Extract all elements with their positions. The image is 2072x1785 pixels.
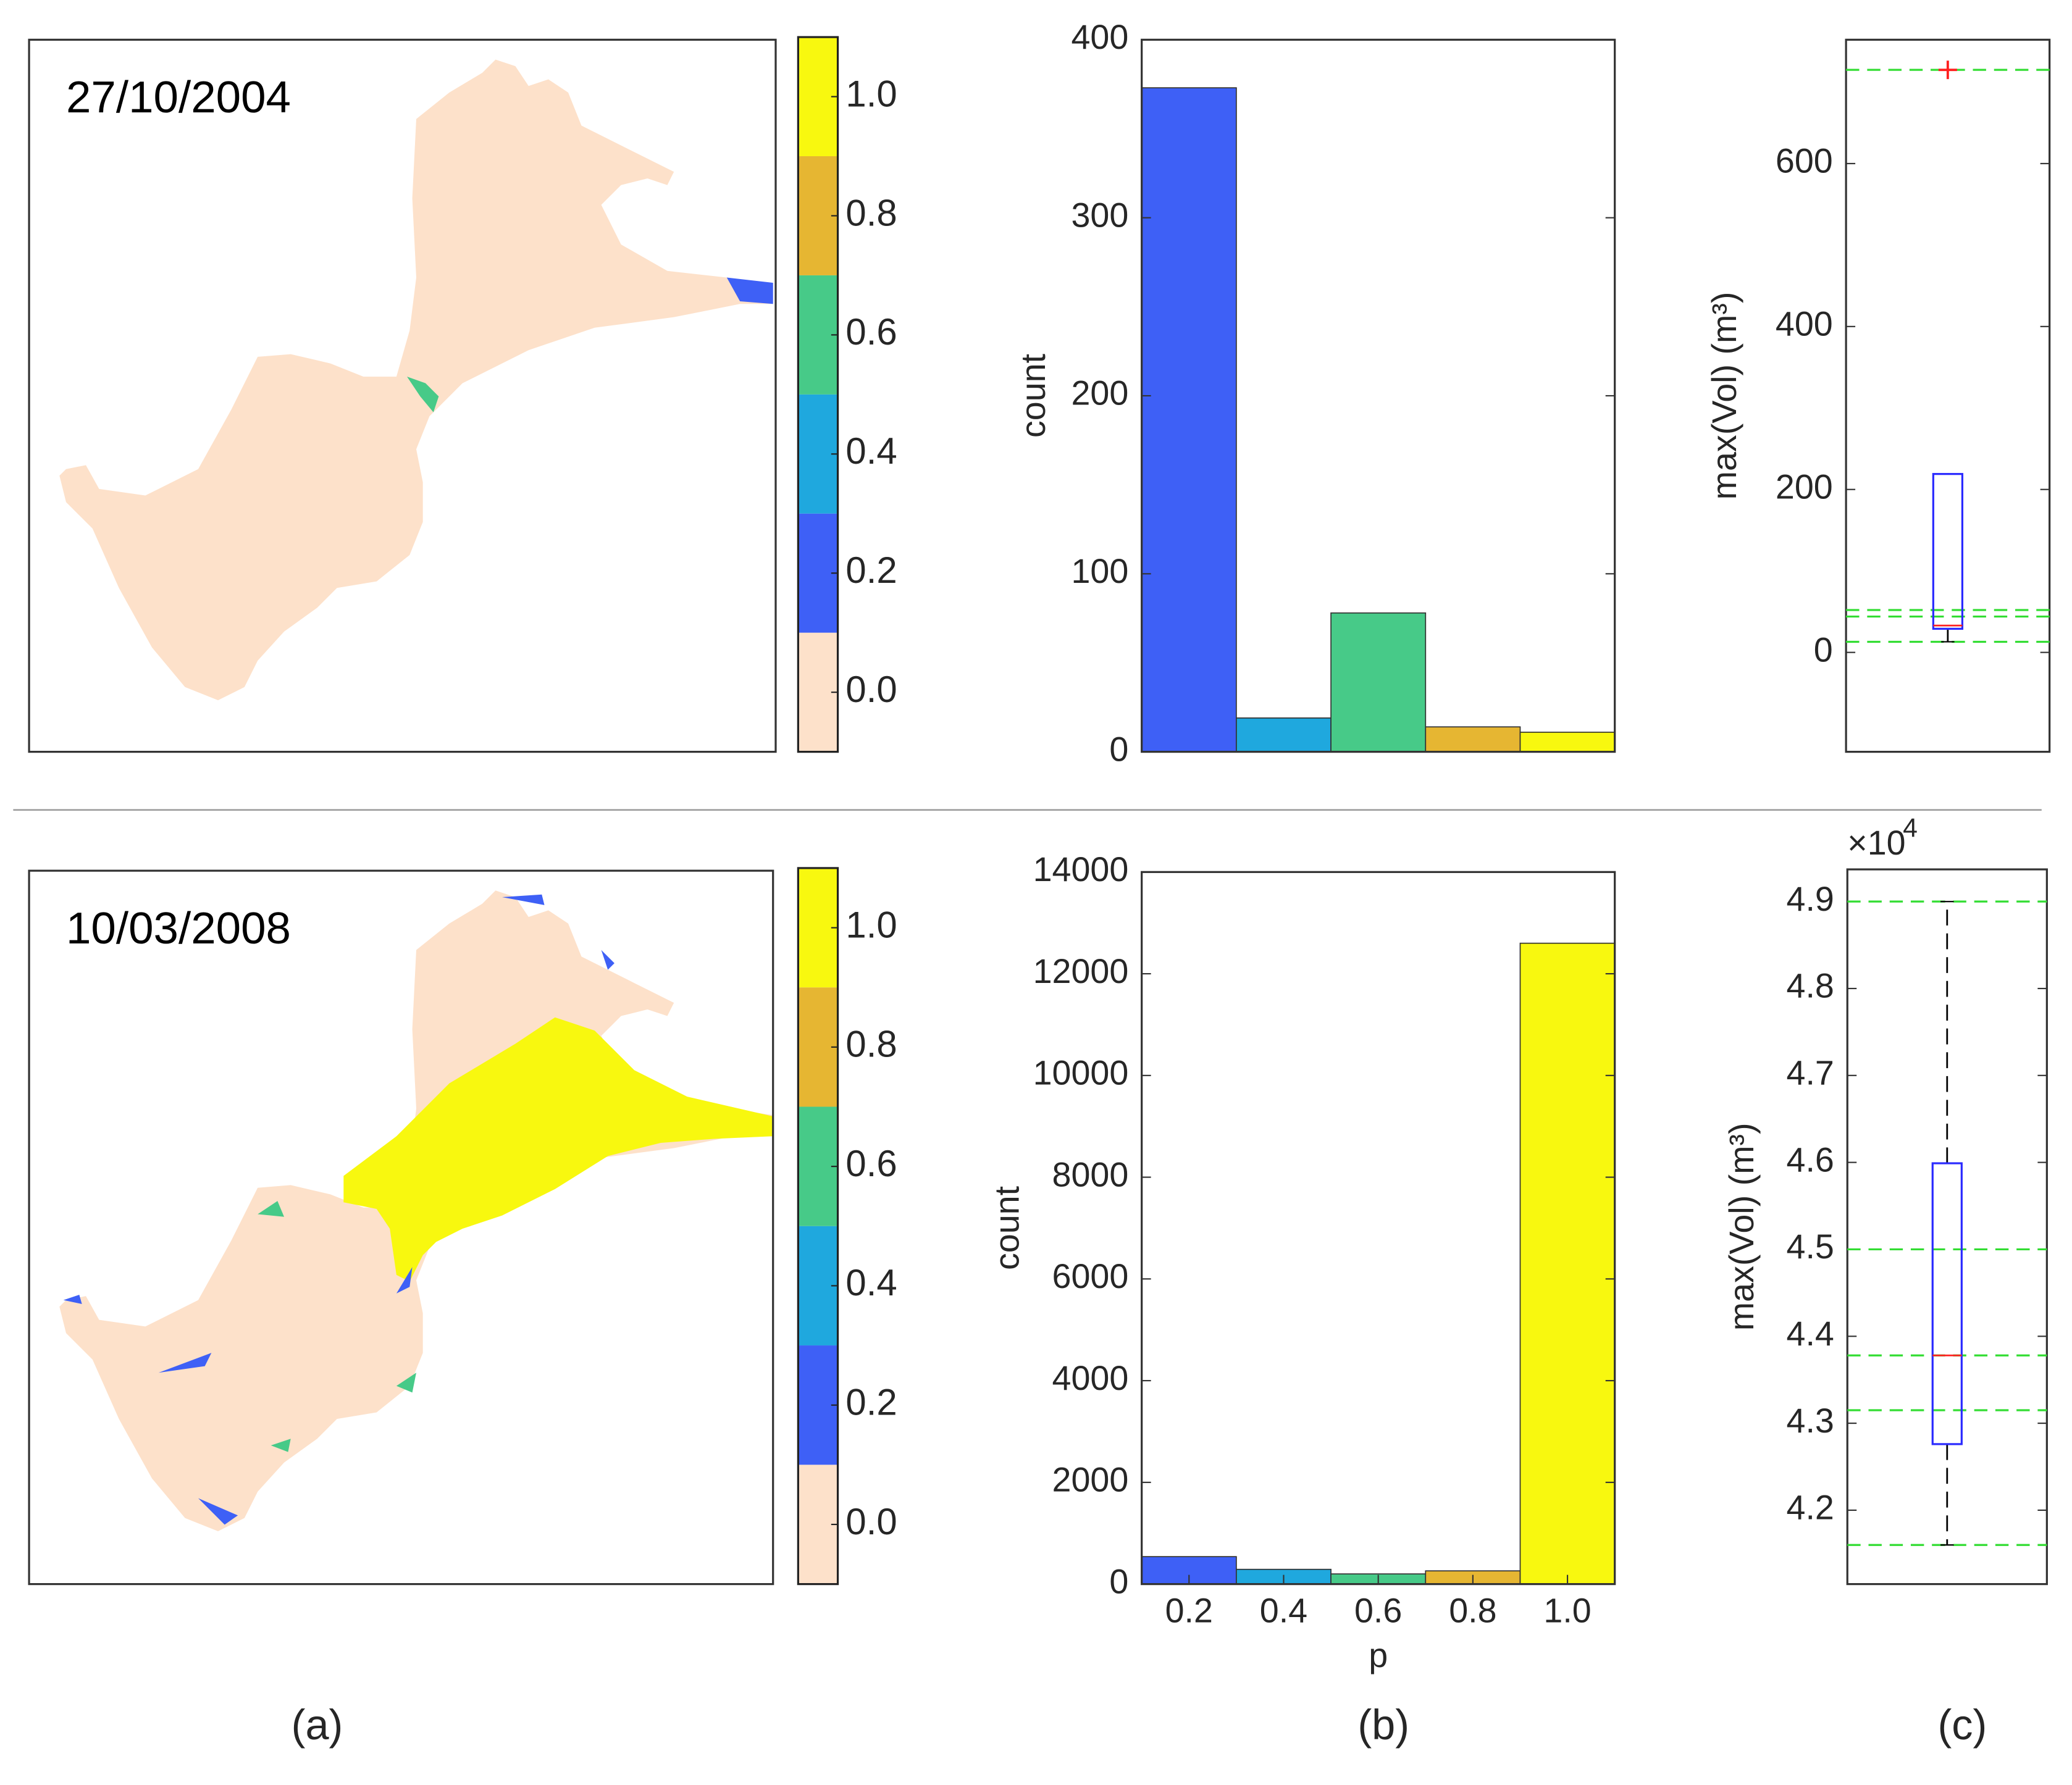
y-tick-label: 0 [1109,1562,1128,1600]
colorbar-tick-label: 0.6 [845,1143,897,1184]
axes-frame [28,38,777,753]
y-tick-label: 4.7 [1787,1053,1834,1092]
y-tick-label: 4.8 [1787,967,1834,1005]
y-tick-label: 300 [1071,196,1128,234]
y-tick-label: 0 [1814,630,1833,669]
y-axis-label: count [1014,353,1052,438]
colorbar-frame [797,36,839,753]
y-tick-label: 4.9 [1787,880,1834,918]
colorbar-tick-label: 0.2 [845,1382,897,1423]
y-tick-label: 400 [1776,305,1833,343]
y-tick-label: 600 [1776,142,1833,180]
y-tick-label: 100 [1071,552,1128,590]
flood-patch [726,277,773,304]
panel-label: (a) [292,1701,343,1749]
y-tick-label: 2000 [1052,1461,1129,1499]
axes-frame [1845,38,2051,753]
y-axis-label: count [988,1185,1026,1270]
y-tick-label: 0 [1109,730,1128,768]
colorbar-tick-label: 0.4 [845,430,897,472]
y-tick-label: 200 [1776,467,1833,506]
bar [1330,612,1427,753]
y-tick-label: 6000 [1052,1257,1129,1295]
colorbar-tick-label: 0.6 [845,311,897,353]
y-tick-label: 4.3 [1787,1402,1834,1440]
flood-area [343,1017,773,1282]
island [59,59,773,701]
colorbar-tick-label: 0.0 [845,1501,897,1542]
y-axis-label: max(Vol) (m³) [1722,1122,1761,1331]
colorbar-tick-label: 1.0 [845,904,897,945]
axis-multiplier-exponent: 4 [1903,813,1918,843]
map-top [59,59,773,701]
y-tick-label: 12000 [1033,952,1129,990]
y-tick-label: 4.6 [1787,1140,1834,1179]
bar [1519,732,1616,753]
x-tick-label: 0.2 [1165,1591,1213,1629]
y-tick-label: 10000 [1033,1054,1129,1092]
box [1931,1162,1963,1445]
colorbar-tick-label: 0.2 [845,550,897,591]
bar [1519,942,1616,1585]
colorbar-frame [797,867,839,1586]
y-tick-label: 4.2 [1787,1489,1834,1527]
axis-multiplier: ×10 [1847,824,1905,862]
x-tick-label: 0.8 [1449,1591,1496,1629]
colorbar-tick-label: 0.4 [845,1262,897,1303]
x-tick-label: 1.0 [1543,1591,1591,1629]
y-tick-label: 200 [1071,374,1128,412]
flood-patch [407,376,439,412]
axes-frame [1846,868,2048,1586]
x-tick-label: 0.6 [1354,1591,1402,1629]
box [1932,473,1964,630]
axes-frame [28,869,774,1586]
map-bottom [59,890,773,1532]
colorbar-tick-label: 1.0 [845,73,897,114]
panel-label: (c) [1937,1701,1987,1749]
colorbar-tick-label: 0.0 [845,669,897,710]
y-tick-label: 14000 [1033,850,1129,888]
y-tick-label: 8000 [1052,1155,1129,1193]
x-tick-label: 0.4 [1260,1591,1307,1629]
colorbar-tick-label: 0.8 [845,192,897,233]
y-tick-label: 4.4 [1787,1315,1834,1353]
y-tick-label: 4000 [1052,1359,1129,1397]
y-tick-label: 4.5 [1787,1227,1834,1266]
bar [1141,87,1237,753]
panel-label: (b) [1357,1701,1409,1749]
y-axis-label: max(Vol) (m³) [1705,292,1743,500]
colorbar-tick-label: 0.8 [845,1024,897,1065]
map-date: 27/10/2004 [66,72,291,122]
bar [1236,717,1332,753]
x-axis-label: p [1369,1636,1388,1674]
y-tick-label: 400 [1071,18,1128,56]
outlier [1938,61,1957,80]
bar [1425,726,1521,753]
map-date: 10/03/2008 [66,903,291,953]
